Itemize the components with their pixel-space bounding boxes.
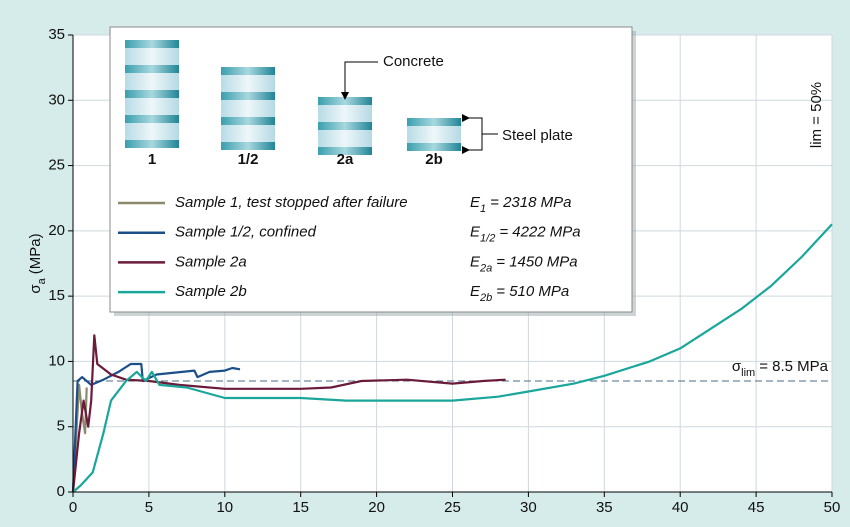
- x-tick-label: 50: [824, 499, 841, 516]
- legend-label: Sample 1/2, confined: [175, 224, 317, 241]
- x-tick-label: 20: [368, 499, 385, 516]
- modulus-label-symbol: E: [470, 253, 481, 270]
- steel-plate: [221, 67, 275, 75]
- modulus-label-sub: 2b: [479, 292, 492, 304]
- x-tick-label: 35: [596, 499, 613, 516]
- steel-label: Steel plate: [502, 127, 573, 144]
- x-tick-label: 10: [216, 499, 233, 516]
- steel-bracket: [462, 117, 498, 151]
- specimen-label: 1/2: [238, 151, 259, 168]
- reference-label-symbol: σ: [732, 358, 742, 375]
- annotation: lim = 50%: [808, 82, 825, 148]
- steel-plate: [407, 143, 461, 151]
- modulus-label-sub: 2a: [479, 262, 492, 274]
- x-tick-label: 15: [292, 499, 309, 516]
- specimen-label: 1: [148, 151, 156, 168]
- steel-plate: [318, 122, 372, 130]
- specimen-label: 2b: [425, 151, 443, 168]
- x-tick-label: 0: [69, 499, 77, 516]
- modulus-label-symbol: E: [470, 224, 481, 241]
- steel-plate: [125, 140, 179, 148]
- y-tick-label: 0: [57, 483, 65, 500]
- legend-box: [109, 26, 633, 313]
- steel-plate: [125, 40, 179, 48]
- x-tick-label: 40: [672, 499, 689, 516]
- y-tick-label: 20: [48, 222, 65, 239]
- modulus-label-rest: = 1450 MPa: [496, 253, 577, 270]
- specimen-label: 2a: [337, 151, 354, 168]
- y-tick-label: 10: [48, 352, 65, 369]
- concrete-pointer: [344, 61, 378, 96]
- modulus-label: E1 = 2318 MPa: [470, 194, 571, 215]
- steel-plate: [221, 92, 275, 100]
- legend-label: Sample 2b: [175, 283, 247, 300]
- reference-label-rest: = 8.5 MPa: [759, 358, 828, 375]
- reference-label: σlim = 8.5 MPa: [732, 358, 829, 379]
- arrow: [341, 92, 349, 100]
- steel-plate: [125, 115, 179, 123]
- y-tick-label: 30: [48, 91, 65, 108]
- y-axis-label-rest: (MPa): [27, 233, 44, 274]
- steel-plate: [318, 97, 372, 105]
- concrete: [221, 67, 275, 150]
- steel-plate: [125, 90, 179, 98]
- modulus-label-sub: 1: [480, 203, 486, 215]
- x-tick-label: 25: [444, 499, 461, 516]
- modulus-label-rest: = 4222 MPa: [499, 224, 580, 241]
- modulus-label-symbol: E: [470, 283, 481, 300]
- modulus-label-symbol: E: [470, 194, 481, 211]
- concrete-label: Concrete: [383, 53, 444, 70]
- modulus-label: E1/2 = 4222 MPa: [470, 224, 581, 245]
- x-tick-label: 5: [145, 499, 153, 516]
- y-axis-label: σa (MPa): [27, 233, 48, 293]
- legend-label: Sample 1, test stopped after failure: [175, 194, 408, 211]
- steel-plate: [221, 117, 275, 125]
- modulus-label-rest: = 2318 MPa: [490, 194, 571, 211]
- steel-plate: [407, 118, 461, 126]
- modulus-label: E2a = 1450 MPa: [470, 253, 578, 274]
- steel-plate: [318, 147, 372, 155]
- legend-label: Sample 2a: [175, 253, 247, 270]
- series-line: [72, 223, 833, 493]
- reference-label-sub: lim: [741, 367, 755, 379]
- y-tick-label: 15: [48, 287, 65, 304]
- y-tick-label: 35: [48, 26, 65, 43]
- series-line: [71, 334, 506, 493]
- steel-plate: [221, 142, 275, 150]
- modulus-label-rest: = 510 MPa: [496, 283, 569, 300]
- x-tick-label: 30: [520, 499, 537, 516]
- y-axis-label-symbol: σ: [27, 284, 44, 294]
- y-tick-label: 25: [48, 157, 65, 174]
- modulus-label: E2b = 510 MPa: [470, 283, 569, 304]
- x-tick-label: 45: [748, 499, 765, 516]
- series-line: [71, 362, 241, 493]
- arrow: [462, 114, 470, 154]
- y-axis-label-sub: a: [36, 277, 48, 284]
- y-tick-label: 5: [57, 418, 65, 435]
- steel-plate: [125, 65, 179, 73]
- modulus-label-sub: 1/2: [480, 233, 495, 245]
